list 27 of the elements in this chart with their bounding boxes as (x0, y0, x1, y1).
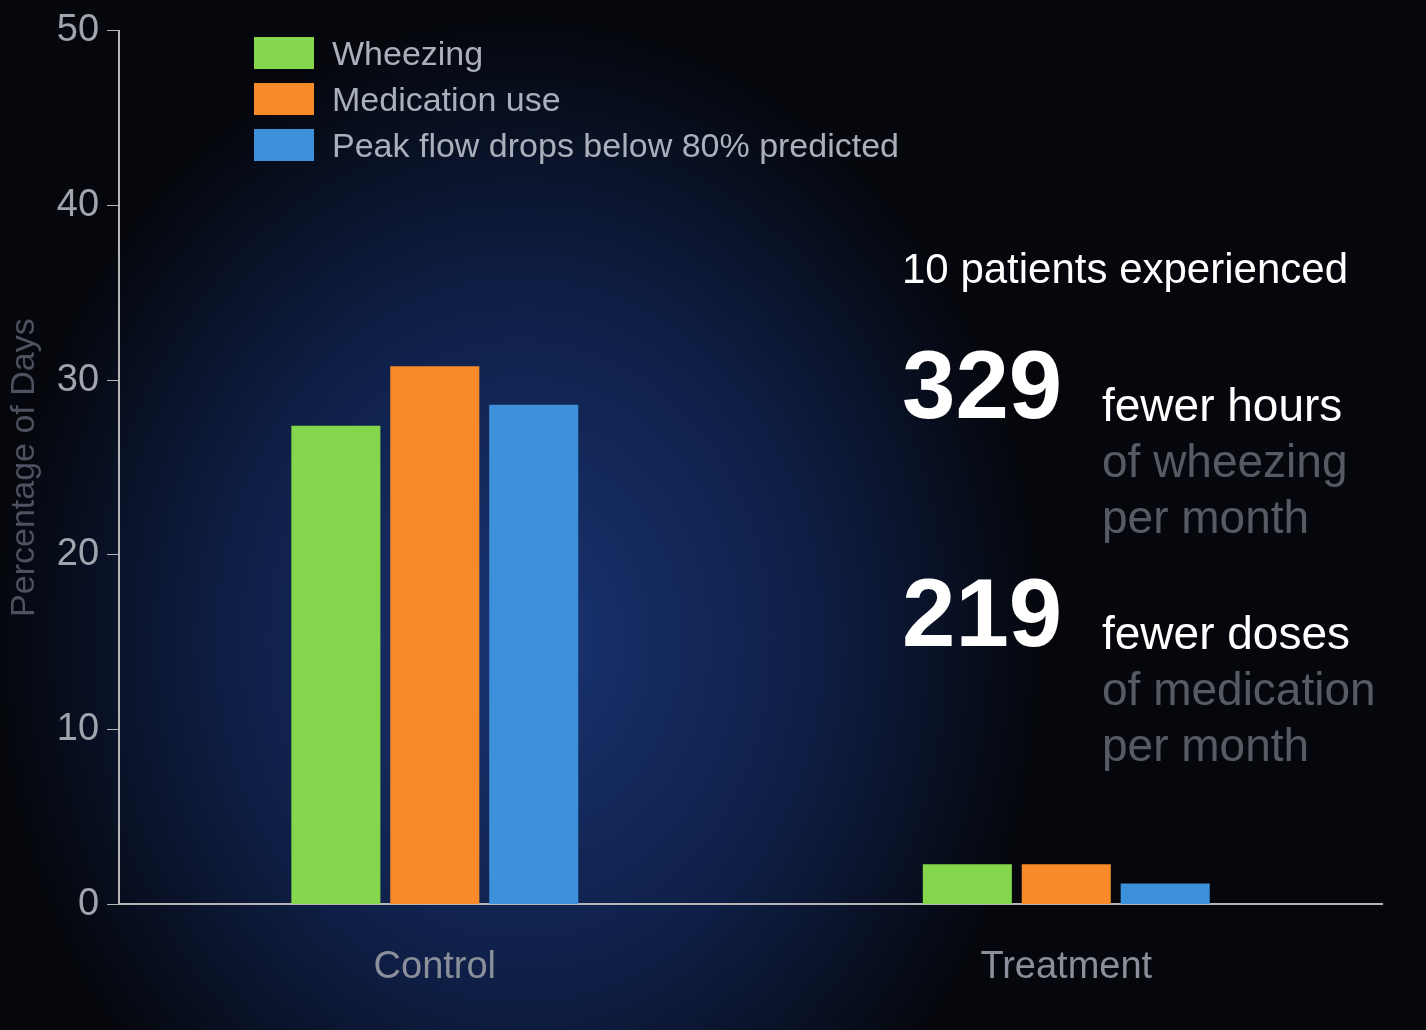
x-tick-label: Treatment (980, 943, 1153, 986)
annotation: per month (1102, 490, 1310, 544)
y-axis-title: Percentage of Days (2, 318, 41, 617)
bar (489, 404, 579, 904)
y-tick-label: 30 (56, 356, 100, 399)
annotation: 10 patients experienced (902, 245, 1348, 293)
bar (1120, 883, 1210, 904)
annotation: 329 (902, 330, 1063, 440)
y-tick-label: 10 (56, 706, 100, 749)
x-tick-label: Control (373, 943, 497, 986)
annotation: fewer doses (1102, 606, 1351, 660)
legend-label: Medication use (332, 79, 561, 119)
annotation: per month (1102, 718, 1310, 772)
y-tick-label: 40 (56, 182, 100, 224)
legend-label: Peak flow drops below 80% predicted (332, 125, 899, 165)
y-tick-label: 50 (56, 7, 100, 50)
annotation: fewer hours (1102, 378, 1343, 432)
annotation: of medication (1102, 662, 1376, 716)
bar (922, 864, 1012, 904)
bar (1021, 864, 1111, 904)
y-tick-label: 0 (77, 880, 100, 923)
annotation: 219 (902, 558, 1063, 668)
bar (291, 425, 381, 904)
y-tick-label: 20 (56, 531, 100, 574)
legend-label: Wheezing (332, 33, 484, 73)
annotation: of wheezing (1102, 434, 1348, 488)
bar (390, 366, 480, 904)
